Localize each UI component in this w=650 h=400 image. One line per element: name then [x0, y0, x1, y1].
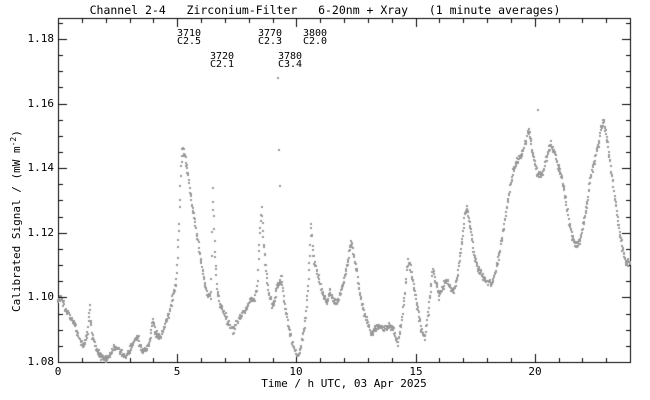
y-tick-label: 1.08	[27, 355, 55, 368]
y-axis-label-superscript: -2	[9, 136, 18, 147]
y-tick-label: 1.10	[27, 290, 55, 303]
x-tick-label: 0	[54, 365, 62, 378]
flare-annotation-3710: 3710 C2.5	[177, 28, 202, 47]
x-axis-label: Time / h UTC, 03 Apr 2025	[261, 377, 427, 390]
y-axis-label: Calibrated Signal / (mW m-2)	[9, 130, 23, 312]
flare-annotation-3800: 3800 C2.0	[303, 28, 328, 47]
y-axis-label-close: )	[10, 130, 23, 137]
x-tick-label: 15	[409, 365, 423, 378]
flare-annotation-3780: 3780 C3.4	[278, 51, 303, 70]
flare-annotation-3720: 3720 C2.1	[210, 51, 235, 70]
y-tick-label: 1.12	[27, 226, 55, 239]
flare-annotation-3770: 3770 C2.3	[258, 28, 283, 47]
y-tick-label: 1.18	[27, 32, 55, 45]
x-tick-label: 5	[173, 365, 181, 378]
x-tick-label: 20	[528, 365, 542, 378]
chart-title: Channel 2-4 Zirconium-Filter 6-20nm + Xr…	[89, 3, 561, 17]
y-tick-label: 1.16	[27, 97, 55, 110]
y-tick-label: 1.14	[27, 161, 55, 174]
x-tick-label: 10	[289, 365, 303, 378]
